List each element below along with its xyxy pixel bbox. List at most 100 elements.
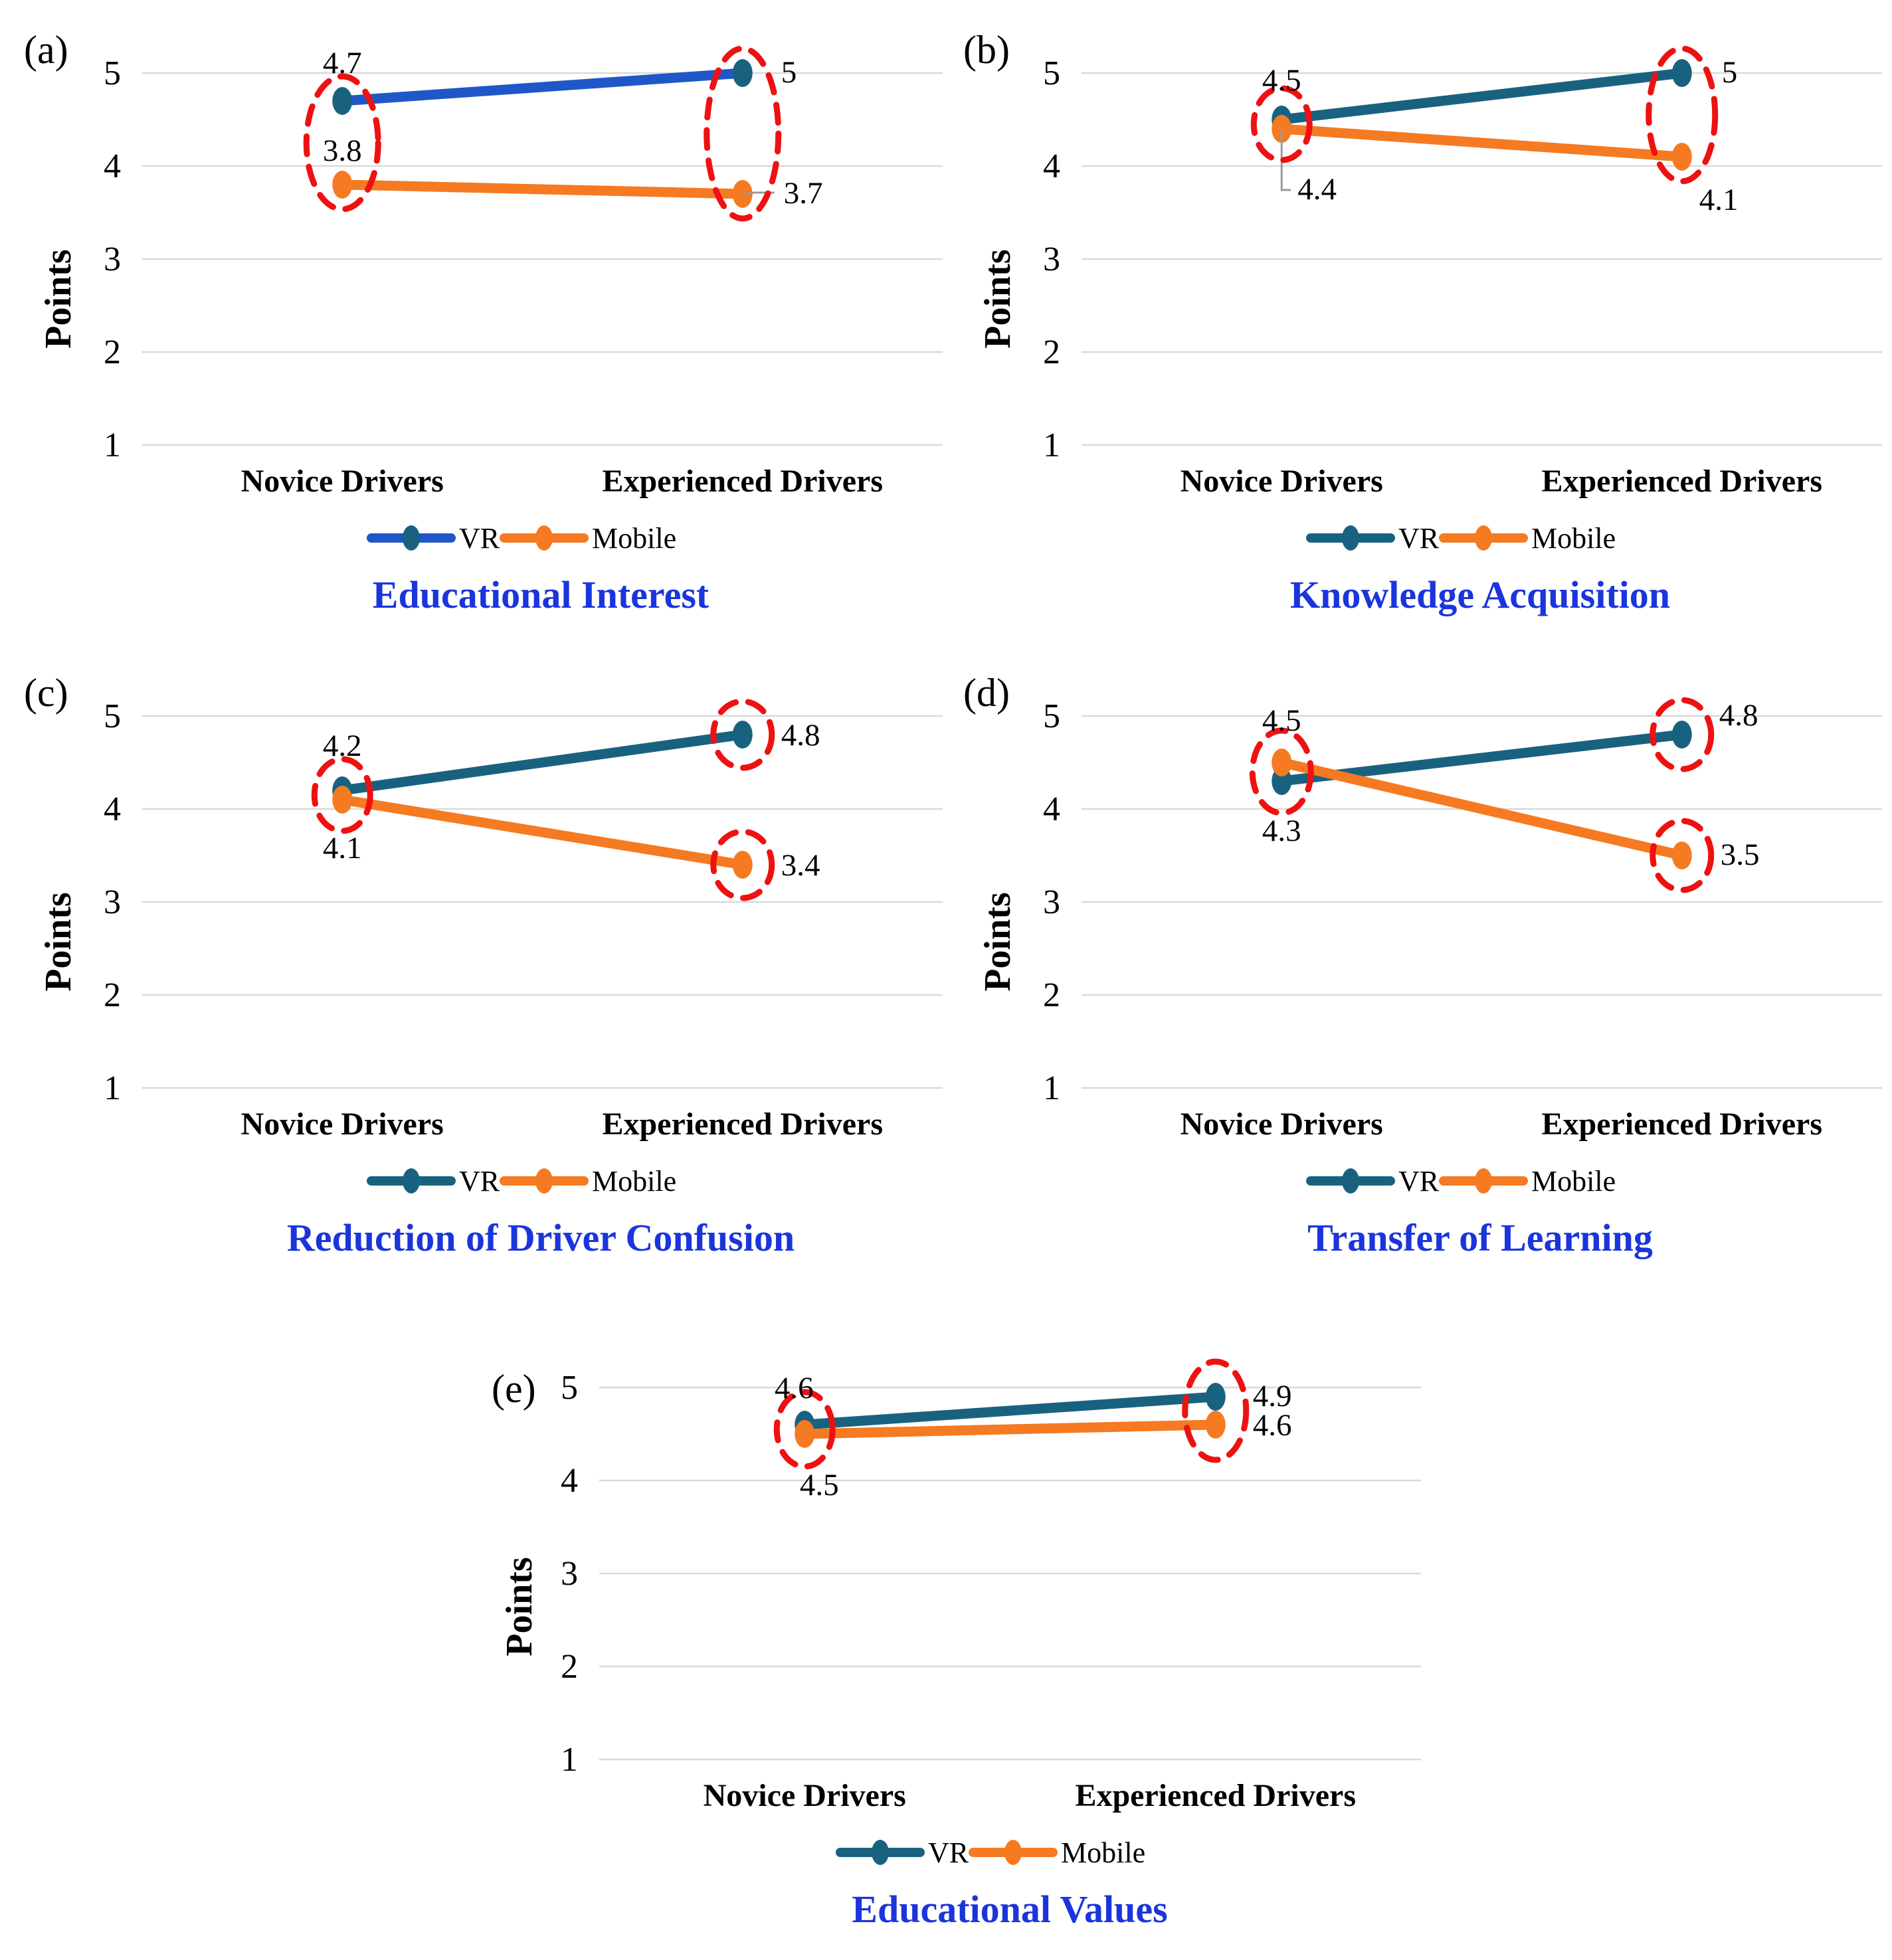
chart-panel-c: 1 2 3 4 5 (c) Points 4.2 4.1 4.8 3.4 Novice Drivers… <box>9 653 953 1271</box>
data-point-marker-mobile <box>332 786 353 814</box>
data-point-label: 4.9 <box>1253 1379 1292 1413</box>
data-point-label: 4.1 <box>1699 183 1739 217</box>
y-tick-label: 4 <box>104 790 121 828</box>
legend-label: VR <box>459 522 500 555</box>
legend-marker-swatch <box>1342 1168 1359 1194</box>
y-tick-label: 4 <box>104 147 121 185</box>
data-point-label: 4.8 <box>781 718 820 753</box>
data-point-label: 4.5 <box>800 1468 839 1502</box>
x-category-label: Novice Drivers <box>241 464 444 499</box>
chart-svg-b: 1 2 3 4 5 (b) Points 4.5 4.4 5 4.1 Novice Drivers Ex… <box>963 28 1882 616</box>
data-point-label: 4.6 <box>1253 1408 1292 1443</box>
series-line-vr <box>337 68 748 106</box>
chart-panel-e: 1 2 3 4 5 (e) Points 4.6 4.5 4.9 4.6 Novice Drivers… <box>465 1354 1428 1939</box>
legend-item-vr: VR <box>1306 522 1440 555</box>
data-point-label: 4.5 <box>1262 63 1301 98</box>
y-tick-label: 2 <box>104 333 121 371</box>
data-point-label: 4.4 <box>1297 172 1337 207</box>
y-tick-label: 3 <box>561 1555 578 1593</box>
legend-item-mobile: Mobile <box>1439 522 1616 555</box>
legend-item-vr: VR <box>367 522 500 555</box>
data-point-label: 3.4 <box>781 848 820 883</box>
data-point-marker-mobile <box>1272 749 1292 776</box>
series-line-mobile <box>337 794 748 870</box>
legend-item-mobile: Mobile <box>969 1836 1145 1869</box>
y-tick-label: 3 <box>1043 240 1060 278</box>
y-tick-label: 4 <box>1043 790 1060 828</box>
legend-label: VR <box>1398 1165 1440 1198</box>
series-line-mobile <box>1276 124 1687 162</box>
legend-item-mobile: Mobile <box>500 522 676 555</box>
legend-label: VR <box>1398 522 1440 555</box>
legend-marker-swatch <box>1475 1168 1492 1194</box>
highlight-dashed-ellipse <box>1650 818 1715 893</box>
data-point-label: 3.8 <box>323 134 362 168</box>
y-tick-label: 3 <box>104 240 121 278</box>
highlight-dashed-ellipse <box>1650 697 1715 772</box>
legend-marker-swatch <box>535 525 553 551</box>
chart-panel-b: 1 2 3 4 5 (b) Points 4.5 4.4 5 4.1 Novice Drivers Ex… <box>949 10 1892 628</box>
data-point-marker-mobile <box>1205 1411 1226 1439</box>
x-category-label: Experienced Drivers <box>602 464 883 499</box>
legend-item-mobile: Mobile <box>500 1165 676 1198</box>
legend-marker-swatch <box>1475 525 1492 551</box>
legend-marker-swatch <box>872 1840 889 1865</box>
legend-item-vr: VR <box>367 1165 500 1198</box>
chart-title: Educational Interest <box>373 573 710 616</box>
y-tick-label: 1 <box>1043 426 1060 464</box>
y-axis-title: Points <box>499 1557 540 1656</box>
legend-label: VR <box>928 1836 969 1869</box>
data-point-label: 4.6 <box>775 1371 814 1405</box>
y-tick-label: 4 <box>1043 147 1060 185</box>
highlight-dashed-ellipse <box>710 698 775 771</box>
y-axis-title: Points <box>38 892 79 991</box>
highlight-dashed-ellipse <box>1646 45 1719 185</box>
panel-label: (a) <box>24 28 68 72</box>
panel-label: (c) <box>24 671 68 715</box>
legend-marker-swatch <box>403 1168 420 1194</box>
y-axis-title: Points <box>977 892 1018 991</box>
legend-label: Mobile <box>1061 1836 1145 1869</box>
y-tick-label: 4 <box>561 1462 578 1500</box>
data-point-label: 4.5 <box>1262 703 1301 738</box>
y-tick-label: 3 <box>104 883 121 921</box>
y-tick-label: 2 <box>561 1648 578 1686</box>
x-category-label: Experienced Drivers <box>602 1107 883 1142</box>
data-point-label: 4.8 <box>1719 698 1758 733</box>
chart-svg-c: 1 2 3 4 5 (c) Points 4.2 4.1 4.8 3.4 Novice Drivers… <box>24 671 943 1259</box>
highlight-dashed-ellipse <box>1182 1358 1250 1463</box>
data-point-marker-vr <box>1671 721 1692 749</box>
series-line-vr <box>1276 68 1687 125</box>
chart-svg-d: 1 2 3 4 5 (d) Points 4.5 4.3 4.8 3.5 Novice Drivers… <box>963 671 1882 1259</box>
legend-label: Mobile <box>1531 522 1616 555</box>
chart-panel-d: 1 2 3 4 5 (d) Points 4.5 4.3 4.8 3.5 Novice Drivers… <box>949 653 1892 1271</box>
data-point-label: 4.2 <box>323 729 362 763</box>
chart-title: Reduction of Driver Confusion <box>287 1216 795 1259</box>
legend-marker-swatch <box>1342 525 1359 551</box>
data-point-label: 5 <box>1722 55 1738 90</box>
chart-title: Knowledge Acquisition <box>1290 573 1670 616</box>
y-axis-title: Points <box>38 249 79 348</box>
panel-label: (d) <box>963 671 1010 715</box>
x-category-label: Experienced Drivers <box>1541 1107 1822 1142</box>
series-line-vr <box>799 1391 1221 1430</box>
legend-marker-swatch <box>403 525 420 551</box>
y-tick-label: 5 <box>561 1369 578 1407</box>
series-line-mobile <box>337 179 748 199</box>
legend-label: Mobile <box>592 522 676 555</box>
series-line-mobile <box>799 1419 1221 1439</box>
data-point-marker-mobile <box>795 1420 815 1448</box>
data-point-label: 4.3 <box>1262 814 1301 848</box>
data-point-label: 4.1 <box>323 831 362 865</box>
data-point-label: 5 <box>781 55 797 90</box>
highlight-dashed-ellipse <box>303 73 381 213</box>
legend-label: VR <box>459 1165 500 1198</box>
data-point-marker-mobile <box>1671 842 1692 869</box>
series-line-mobile <box>1276 757 1687 861</box>
y-tick-label: 2 <box>104 976 121 1014</box>
y-tick-label: 1 <box>104 1069 121 1107</box>
y-tick-label: 2 <box>1043 333 1060 371</box>
legend-item-vr: VR <box>1306 1165 1440 1198</box>
